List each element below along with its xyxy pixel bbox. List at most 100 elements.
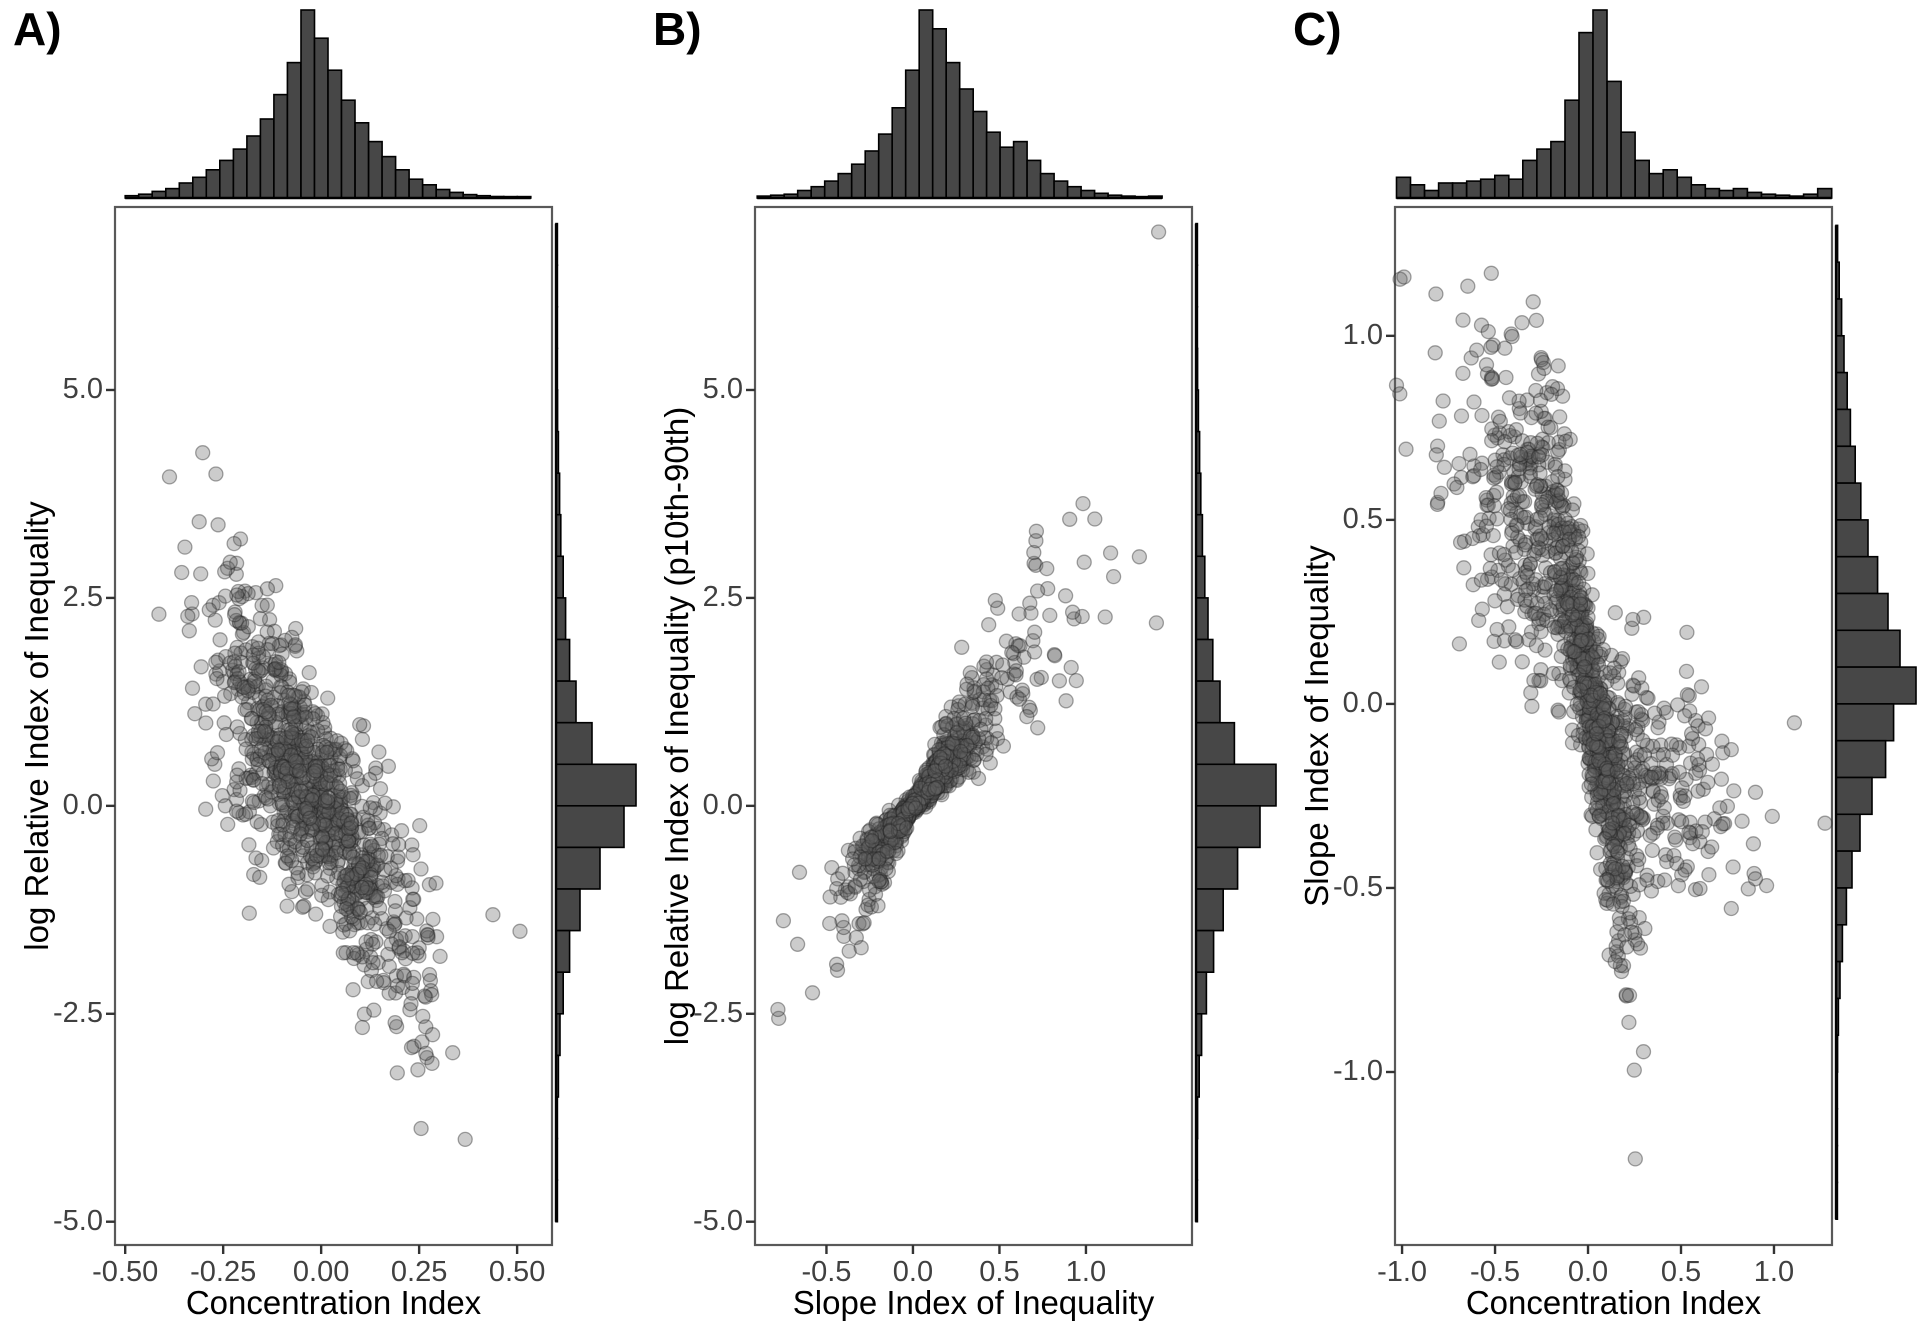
- data-point: [302, 819, 319, 836]
- data-point: [1607, 953, 1623, 970]
- data-point: [874, 876, 890, 892]
- data-point: [907, 793, 924, 809]
- data-point: [944, 735, 961, 751]
- data-point: [1583, 644, 1599, 661]
- data-point: [1576, 659, 1593, 675]
- data-point: [262, 798, 279, 814]
- data-point: [336, 917, 352, 933]
- data-point: [959, 737, 975, 754]
- data-point: [950, 701, 966, 718]
- data-point: [1687, 712, 1704, 729]
- data-point: [240, 619, 256, 635]
- data-point: [871, 844, 887, 860]
- data-point: [292, 795, 309, 812]
- data-point: [947, 740, 963, 757]
- data-point: [279, 848, 295, 864]
- data-point: [886, 822, 902, 838]
- data-point: [893, 814, 910, 830]
- data-point: [381, 985, 397, 1001]
- data-point: [893, 803, 910, 819]
- data-point: [908, 790, 924, 806]
- data-point: [297, 697, 313, 713]
- data-point: [1692, 880, 1708, 897]
- data-point: [274, 748, 290, 764]
- data-point: [339, 896, 355, 913]
- data-point: [920, 781, 937, 798]
- y-tick-label: 2.5: [62, 580, 103, 613]
- data-point: [316, 763, 332, 779]
- data-point: [938, 716, 954, 732]
- data-point: [926, 769, 943, 785]
- x-axis-title-a: Concentration Index: [185, 1284, 482, 1321]
- data-point: [343, 871, 360, 887]
- data-point: [1008, 667, 1024, 683]
- data-point: [292, 826, 309, 842]
- data-point: [925, 769, 941, 785]
- data-point: [903, 802, 919, 819]
- data-point: [855, 873, 872, 890]
- data-point: [893, 808, 910, 824]
- histogram-bar: [219, 159, 235, 199]
- data-point: [270, 813, 286, 829]
- data-point: [900, 799, 916, 816]
- data-point: [894, 815, 910, 832]
- data-point: [875, 836, 891, 853]
- data-point: [904, 805, 921, 822]
- data-point: [243, 767, 259, 783]
- data-point: [899, 806, 915, 822]
- histogram-bar: [555, 763, 637, 807]
- data-point: [276, 739, 292, 756]
- data-point: [317, 836, 334, 853]
- data-point: [289, 755, 305, 771]
- data-point: [244, 639, 261, 655]
- data-point: [306, 765, 322, 781]
- data-point: [332, 794, 349, 811]
- data-point: [860, 850, 877, 866]
- data-point: [885, 811, 901, 827]
- data-point: [960, 738, 976, 755]
- data-point: [283, 696, 299, 712]
- data-point: [918, 764, 934, 780]
- data-point: [251, 702, 267, 718]
- data-point: [888, 832, 904, 848]
- data-point: [255, 702, 271, 718]
- data-point: [988, 678, 1004, 695]
- data-point: [913, 794, 930, 810]
- data-point: [1028, 557, 1044, 573]
- data-point: [1646, 705, 1663, 721]
- data-point: [922, 781, 938, 797]
- data-point: [273, 706, 289, 723]
- data-point: [270, 745, 287, 761]
- data-point: [950, 749, 966, 765]
- data-point: [955, 733, 971, 749]
- data-point: [351, 857, 367, 874]
- data-point: [951, 735, 968, 752]
- data-point: [287, 717, 304, 734]
- data-point: [917, 784, 933, 800]
- data-point: [322, 860, 338, 877]
- data-point: [994, 669, 1010, 686]
- data-point: [858, 901, 874, 918]
- data-point: [892, 805, 908, 822]
- data-point: [219, 560, 236, 576]
- histogram-bar: [286, 61, 302, 199]
- data-point: [250, 756, 266, 773]
- data-point: [314, 744, 330, 761]
- data-point: [921, 783, 938, 799]
- data-point: [936, 735, 952, 751]
- data-point: [878, 861, 894, 877]
- data-point: [946, 736, 962, 752]
- data-point: [931, 772, 947, 789]
- data-point: [851, 861, 867, 877]
- data-point: [886, 819, 903, 836]
- data-point: [405, 891, 421, 907]
- data-point: [900, 793, 916, 809]
- data-point: [927, 777, 943, 793]
- data-point: [903, 799, 920, 816]
- top-marginal-histogram: [1395, 9, 1833, 200]
- data-point: [1435, 393, 1451, 409]
- data-point: [889, 819, 905, 835]
- data-point: [925, 747, 942, 763]
- y-axis-title-b: log Relative Index of Inequality (p10th-…: [658, 406, 695, 1046]
- histogram-bar: [1494, 174, 1510, 199]
